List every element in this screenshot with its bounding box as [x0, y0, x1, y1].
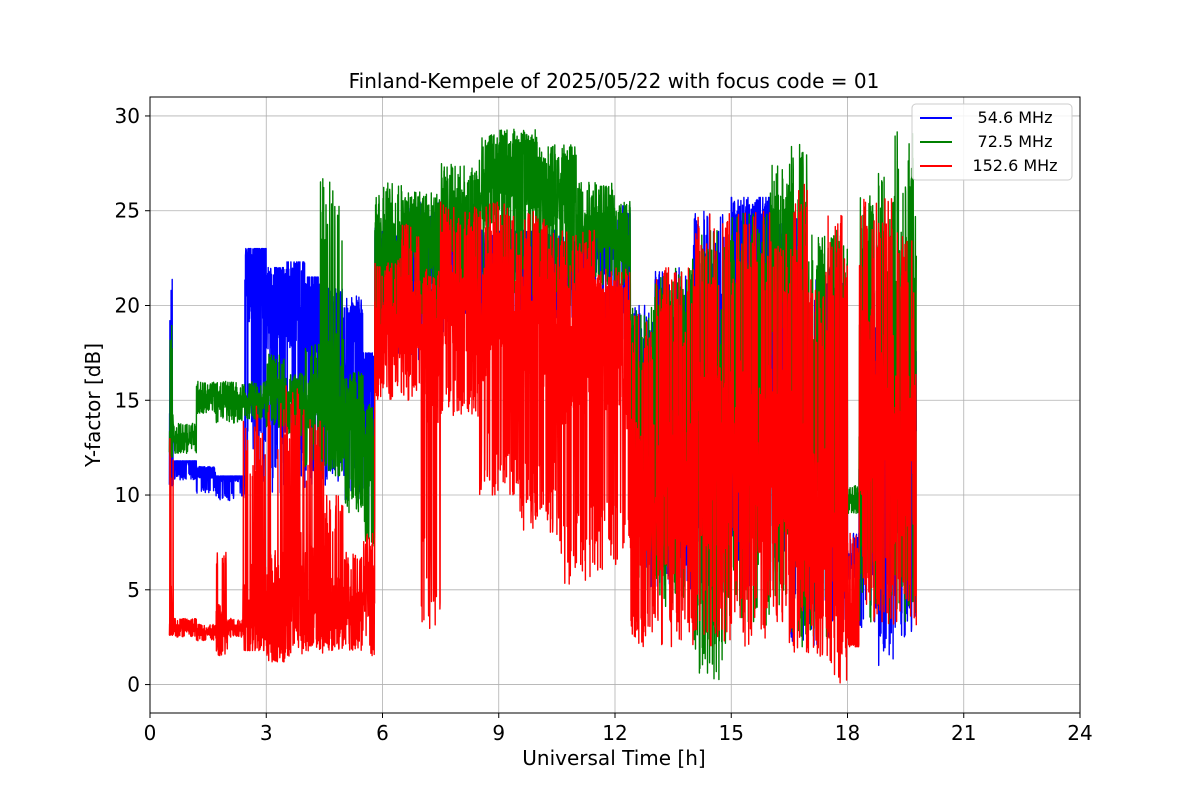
y-tick-label: 15 — [115, 388, 140, 412]
legend-entry: 54.6 MHz — [978, 108, 1053, 127]
x-tick-label: 6 — [376, 721, 389, 745]
x-tick-label: 15 — [719, 721, 744, 745]
x-tick-label: 3 — [260, 721, 273, 745]
x-axis: 0 3 6 9 12 15 18 21 24 — [144, 713, 1093, 745]
y-axis-label: Y-factor [dB] — [81, 343, 105, 468]
x-tick-label: 24 — [1067, 721, 1092, 745]
x-tick-label: 21 — [951, 721, 976, 745]
y-tick-label: 20 — [115, 293, 140, 317]
y-tick-label: 30 — [115, 104, 140, 128]
chart-title: Finland-Kempele of 2025/05/22 with focus… — [349, 69, 880, 93]
legend-box — [911, 103, 1073, 181]
x-tick-label: 18 — [835, 721, 860, 745]
series-line — [168, 183, 917, 684]
y-tick-label: 5 — [127, 578, 140, 602]
y-tick-label: 25 — [115, 199, 140, 223]
legend-entry: 72.5 MHz — [978, 132, 1053, 151]
x-tick-label: 0 — [144, 721, 157, 745]
x-axis-label: Universal Time [h] — [522, 746, 705, 770]
legend-entry: 152.6 MHz — [972, 156, 1057, 175]
x-tick-label: 9 — [492, 721, 505, 745]
y-tick-label: 10 — [115, 483, 140, 507]
x-tick-label: 12 — [602, 721, 627, 745]
legend: 54.6 MHz 72.5 MHz 152.6 MHz — [911, 103, 1073, 181]
y-tick-label: 0 — [127, 673, 140, 697]
y-axis: 0 5 10 15 20 25 30 — [115, 104, 150, 697]
series-layer — [168, 128, 917, 684]
